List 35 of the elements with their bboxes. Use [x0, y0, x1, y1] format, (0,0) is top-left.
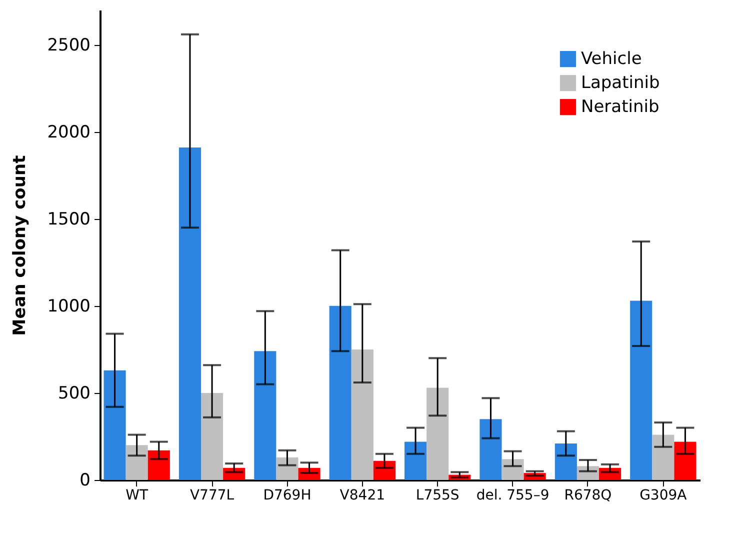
y-tick-label: 1500	[47, 209, 90, 230]
y-tick-label: 0	[80, 470, 90, 490]
bar	[554, 443, 577, 480]
x-tick-label: WT	[126, 488, 148, 504]
x-tick-label: D769H	[263, 488, 312, 504]
bar	[201, 392, 224, 480]
legend-label: Lapatinib	[581, 73, 660, 93]
bar	[148, 450, 170, 480]
bar	[329, 306, 352, 480]
y-tick-label: 2500	[47, 35, 90, 56]
bar	[426, 388, 449, 480]
bar	[276, 457, 298, 480]
x-tick-label: R678Q	[564, 488, 612, 504]
bar	[480, 419, 502, 480]
x-tick-label: G309A	[640, 488, 688, 504]
x-tick-label: V8421	[340, 488, 386, 504]
bar	[351, 349, 374, 480]
bar	[254, 351, 276, 480]
legend-label: Neratinib	[581, 97, 660, 117]
y-tick-label: 2000	[47, 122, 90, 142]
y-axis-title: Mean colony count	[10, 155, 30, 336]
bar	[630, 300, 652, 480]
x-tick-label: L755S	[416, 488, 460, 504]
bar	[674, 442, 696, 480]
x-tick-label: V777L	[190, 488, 234, 504]
bar	[652, 434, 674, 480]
bar	[404, 442, 427, 480]
bar	[178, 148, 202, 480]
bar	[104, 370, 126, 480]
legend-label: Vehicle	[581, 49, 642, 69]
x-tick-label: del. 755–9	[476, 488, 550, 504]
bar	[502, 459, 524, 480]
y-tick-label: 1000	[47, 296, 90, 316]
y-tick-label: 500	[58, 383, 90, 404]
bar	[126, 445, 148, 480]
